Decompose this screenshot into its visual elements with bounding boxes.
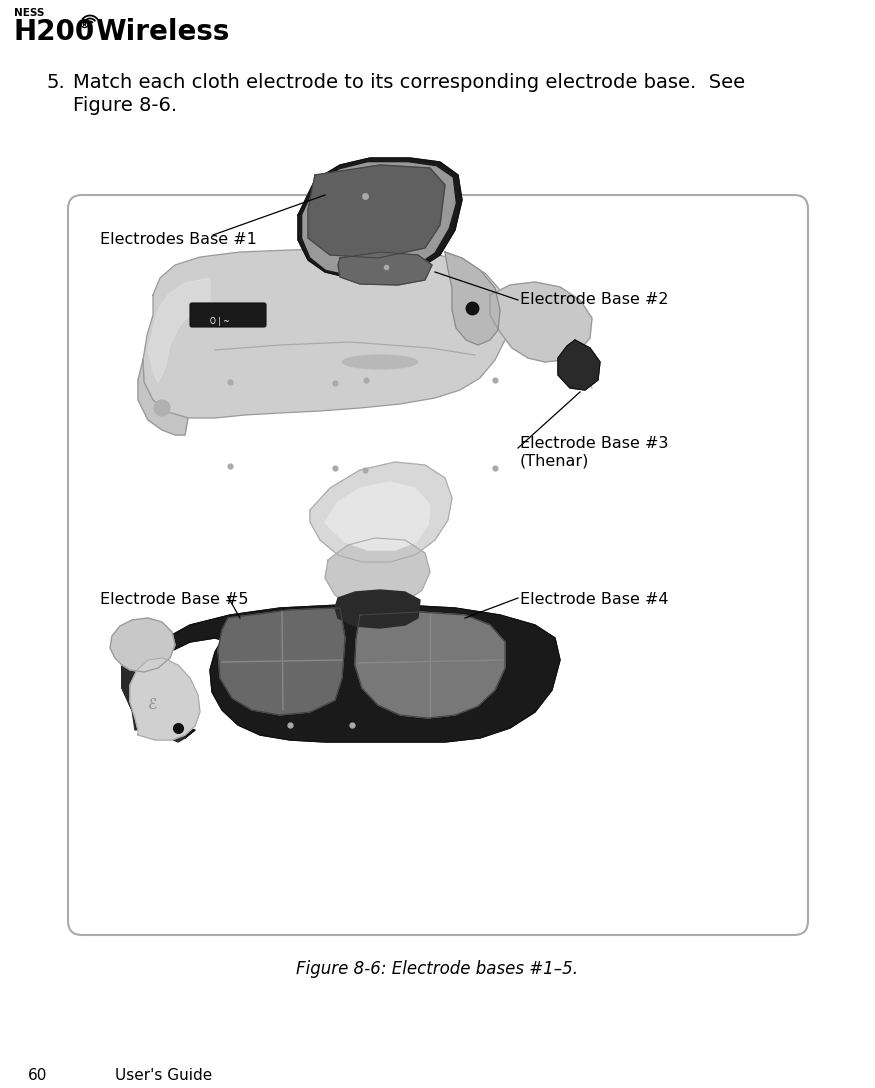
Polygon shape xyxy=(338,252,432,285)
Polygon shape xyxy=(122,638,185,742)
Polygon shape xyxy=(298,158,462,279)
Text: Figure 8-6: Electrode bases #1–5.: Figure 8-6: Electrode bases #1–5. xyxy=(296,960,578,978)
Polygon shape xyxy=(355,611,505,718)
Text: 60: 60 xyxy=(28,1068,47,1083)
Text: Electrode Base #4: Electrode Base #4 xyxy=(520,592,668,607)
Text: ®: ® xyxy=(79,20,90,30)
FancyBboxPatch shape xyxy=(68,195,808,935)
Text: H200: H200 xyxy=(14,18,95,46)
Polygon shape xyxy=(218,608,345,715)
Polygon shape xyxy=(110,618,175,672)
Ellipse shape xyxy=(342,355,417,369)
Text: User's Guide: User's Guide xyxy=(115,1068,213,1083)
Text: Electrode Base #3: Electrode Base #3 xyxy=(520,436,668,452)
Text: ℰ: ℰ xyxy=(147,697,157,712)
Text: O | ~: O | ~ xyxy=(210,317,229,326)
Polygon shape xyxy=(558,339,600,390)
Polygon shape xyxy=(310,462,452,562)
Text: Match each cloth electrode to its corresponding electrode base.  See: Match each cloth electrode to its corres… xyxy=(73,73,746,92)
Circle shape xyxy=(88,24,92,28)
Polygon shape xyxy=(335,590,420,628)
Text: (Thenar): (Thenar) xyxy=(520,454,590,469)
Polygon shape xyxy=(325,482,430,551)
Text: Wireless: Wireless xyxy=(95,18,229,46)
Polygon shape xyxy=(303,163,455,274)
Polygon shape xyxy=(308,165,445,258)
Polygon shape xyxy=(130,658,200,740)
Circle shape xyxy=(154,400,170,416)
Polygon shape xyxy=(138,360,188,435)
Text: 5.: 5. xyxy=(46,73,65,92)
FancyBboxPatch shape xyxy=(190,302,266,327)
Polygon shape xyxy=(148,279,210,382)
Polygon shape xyxy=(122,605,560,742)
Text: Electrodes Base #1: Electrodes Base #1 xyxy=(100,232,257,247)
Text: Electrode Base #5: Electrode Base #5 xyxy=(100,592,248,607)
Text: Figure 8-6.: Figure 8-6. xyxy=(73,96,177,115)
Polygon shape xyxy=(445,252,500,345)
Polygon shape xyxy=(143,249,508,418)
Text: Electrode Base #2: Electrode Base #2 xyxy=(520,292,668,307)
Text: NESS: NESS xyxy=(14,8,45,18)
Polygon shape xyxy=(490,282,592,362)
Polygon shape xyxy=(325,537,430,608)
